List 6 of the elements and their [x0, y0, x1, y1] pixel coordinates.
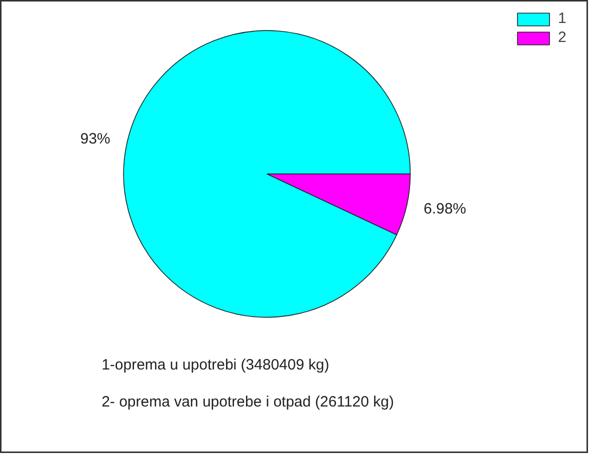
text: 2- oprema van upotrebe i otpad (261120 kg) [102, 394, 394, 410]
data-label: 6.98% [424, 200, 466, 218]
legend-label: 1 [558, 10, 568, 27]
data-label: 93% [80, 130, 110, 148]
legend-label: 2 [558, 29, 568, 46]
text: 1-oprema u upotrebi (3480409 kg) [102, 356, 330, 374]
